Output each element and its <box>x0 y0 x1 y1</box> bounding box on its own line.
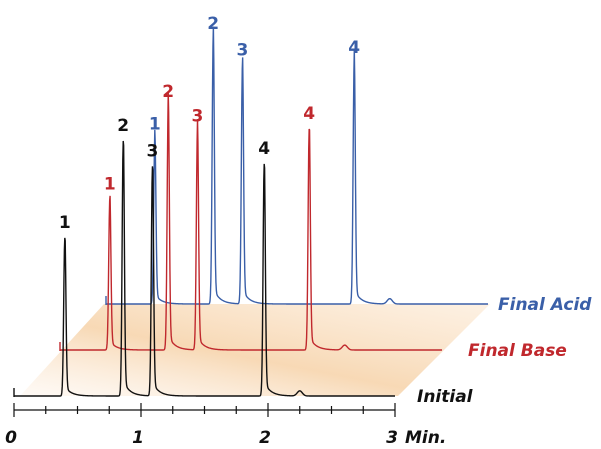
x-tick-label: 3 <box>386 428 398 448</box>
peak-label: 2 <box>117 116 129 136</box>
peak-label: 4 <box>303 104 315 124</box>
x-tick-label: 2 <box>259 428 271 448</box>
series-name-label: Final Base <box>468 341 567 361</box>
peak-label: 4 <box>258 139 270 159</box>
series-name-label: Initial <box>417 387 474 407</box>
x-axis: 0 1 2 3 Min. <box>5 403 446 448</box>
peak-label: 2 <box>207 14 219 34</box>
peak-label: 1 <box>149 115 161 135</box>
peak-label: 2 <box>162 82 174 102</box>
peak-label: 3 <box>192 106 204 126</box>
peak-label: 1 <box>104 174 116 194</box>
x-unit-label: Min. <box>405 428 446 448</box>
trace-line <box>106 26 488 305</box>
peak-label: 1 <box>59 213 71 233</box>
peak-label: 4 <box>348 38 360 58</box>
peak-label: 3 <box>147 142 159 162</box>
trace-line <box>60 92 442 351</box>
trace-line <box>14 140 395 397</box>
peak-label: 3 <box>237 41 249 61</box>
series-name-label: Final Acid <box>498 295 592 315</box>
x-tick-label: 1 <box>132 428 144 448</box>
x-tick-label: 0 <box>5 428 17 448</box>
